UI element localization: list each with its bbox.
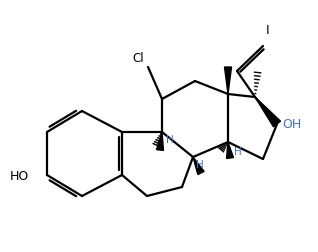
Polygon shape xyxy=(255,98,280,127)
Text: Cl: Cl xyxy=(132,51,144,64)
Text: I: I xyxy=(266,23,270,36)
Polygon shape xyxy=(156,133,163,151)
Text: H: H xyxy=(196,159,204,169)
Text: H: H xyxy=(234,146,242,156)
Text: OH: OH xyxy=(282,118,301,131)
Polygon shape xyxy=(193,158,204,175)
Text: HO: HO xyxy=(10,169,29,182)
Polygon shape xyxy=(225,68,232,94)
Polygon shape xyxy=(226,142,233,159)
Text: H: H xyxy=(166,135,174,144)
